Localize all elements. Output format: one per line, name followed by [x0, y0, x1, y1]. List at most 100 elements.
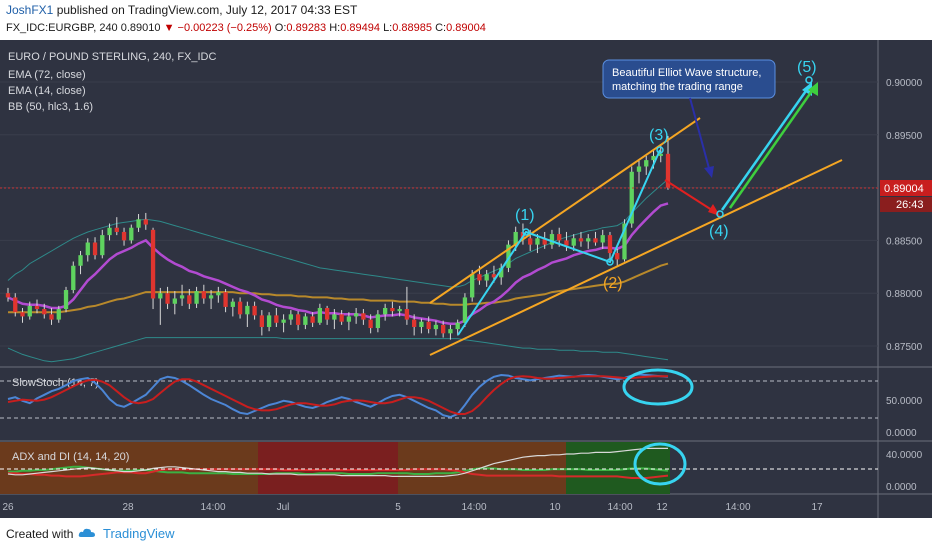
candle-body: [121, 231, 127, 241]
candle-body: [324, 307, 330, 320]
candle-body: [78, 255, 83, 266]
candle-body: [107, 227, 112, 236]
candle-body: [665, 153, 671, 188]
candle-body: [201, 291, 206, 299]
candle-body: [332, 314, 337, 320]
stoch-lines: [7, 373, 669, 419]
candle-body: [470, 274, 475, 298]
candle-body: [636, 166, 642, 172]
publish-info: published on TradingView.com, July 12, 2…: [56, 3, 358, 17]
candle-body: [607, 235, 613, 254]
candle-body: [629, 171, 634, 224]
candle-body: [397, 309, 402, 312]
legend-ema14: EMA (14, close): [8, 85, 86, 97]
candle-body: [42, 309, 47, 315]
low-value: 0.88985: [392, 22, 433, 34]
quote-line: FX_IDC:EURGBP, 240 0.89010 ▼ −0.00223 (−…: [6, 22, 486, 34]
wave-3-label: (3): [649, 127, 669, 144]
candle-body: [644, 160, 649, 167]
candle-body: [56, 309, 61, 320]
legend-ema72: EMA (72, close): [8, 69, 86, 81]
author-name[interactable]: JoshFX1: [6, 3, 54, 17]
time-tick-label: 12: [656, 502, 668, 513]
candle-body: [114, 227, 119, 232]
wave-1-node: [522, 228, 530, 236]
candle-body: [237, 301, 243, 315]
candle-body: [593, 238, 598, 243]
close-label: C:: [435, 22, 447, 34]
candle-body: [288, 314, 294, 320]
wave-3-node: [656, 146, 664, 154]
price-tick-label: 0.87500: [886, 342, 923, 353]
candle-body: [404, 309, 410, 320]
candle-body: [317, 307, 323, 323]
ema72-line: [8, 262, 669, 314]
candle-body: [528, 238, 533, 245]
candle-body: [303, 316, 308, 325]
callout-text-2: matching the trading range: [612, 81, 743, 93]
time-tick-label: 14:00: [725, 502, 750, 513]
time-tick-label: 26: [2, 502, 14, 513]
wave-1-label: (1): [515, 207, 535, 224]
time-tick-label: 10: [549, 502, 561, 513]
adx-zone-brown-1: [0, 442, 258, 494]
candle-body: [506, 244, 511, 268]
open-label: O:: [274, 22, 287, 34]
last-price-tag-text: 0.89004: [884, 183, 924, 195]
candle-body: [223, 292, 228, 307]
candle-body: [259, 315, 264, 327]
last-price: 0.89010: [120, 22, 161, 34]
candle-body: [5, 293, 11, 298]
candle-body: [419, 321, 424, 327]
candle-body: [368, 319, 373, 329]
candle-body: [426, 321, 431, 330]
stoch-k-line: [7, 373, 669, 419]
candle-body: [245, 305, 250, 315]
high-value: 0.89494: [340, 22, 380, 34]
high-label: H:: [329, 22, 341, 34]
adx-zone-green: [566, 442, 670, 494]
candle-body: [295, 314, 301, 325]
candle-body: [281, 319, 286, 323]
channel-lower-line: [429, 159, 843, 356]
stoch-tick-0: 0.0000: [886, 428, 917, 439]
price-chart[interactable]: (1) (2) (3) (4) (5) Beautiful Elliot Wav…: [0, 40, 932, 518]
tradingview-brand[interactable]: TradingView: [103, 526, 175, 541]
adx-tick-40: 40.0000: [886, 450, 923, 461]
last-price-tag: [880, 180, 932, 196]
low-label: L:: [383, 22, 393, 34]
di-minus-line: [8, 468, 669, 479]
price-tick-label: 0.88500: [886, 236, 923, 247]
candle-body: [13, 297, 18, 313]
candle-body: [34, 305, 40, 310]
time-axis-labels: 26 28 14:00 Jul 5 14:00 10 14:00 12 14:00 17: [2, 502, 823, 513]
candle-body: [172, 298, 177, 304]
stoch-tick-50: 50.0000: [886, 396, 923, 407]
legend-title: EURO / POUND STERLING, 240, FX_IDC: [8, 51, 216, 63]
adx-label: ADX and DI (14, 14, 20): [12, 451, 129, 463]
candle-body: [600, 235, 605, 243]
candle-body: [586, 238, 591, 242]
adx-tick-0: 0.0000: [886, 482, 917, 493]
open-value: 0.89283: [286, 22, 327, 34]
candle-body: [92, 242, 98, 256]
time-tick-label: 14:00: [607, 502, 632, 513]
candle-body: [390, 307, 395, 312]
chart-header: JoshFX1 published on TradingView.com, Ju…: [0, 0, 932, 40]
candle-body: [339, 314, 344, 322]
close-value: 0.89004: [446, 22, 486, 34]
wave-2-label: (2): [603, 275, 623, 292]
bar-timer-tag: [880, 197, 932, 212]
wave-4-node: [716, 210, 724, 218]
wave-5-label: (5): [797, 59, 817, 76]
candle-body: [382, 307, 388, 315]
candle-body: [150, 229, 156, 299]
callout-pointer-head: [704, 166, 714, 178]
adx-zone-red: [258, 442, 398, 494]
wave-2-node: [606, 258, 614, 266]
symbol-label: FX_IDC:EURGBP, 240: [6, 22, 118, 34]
candle-body: [455, 322, 460, 330]
candle-body: [346, 316, 352, 322]
candle-body: [375, 314, 381, 329]
candle-body: [477, 274, 482, 281]
